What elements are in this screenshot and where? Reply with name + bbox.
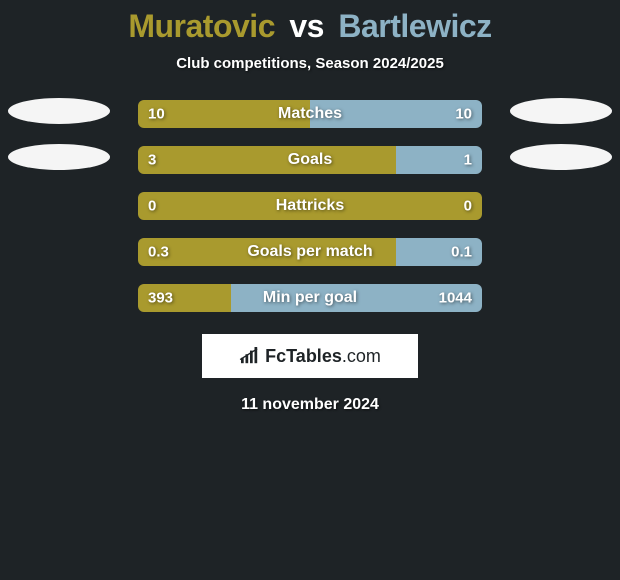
bar-segment-player1 [138,192,482,220]
stat-value-player1: 0.3 [148,244,169,261]
bar-segment-player1 [138,146,396,174]
brand-bold: FcTables [265,346,342,366]
stat-value-player2: 0.1 [451,244,472,261]
bars-icon [239,347,261,365]
page-title: Muratovic vs Bartlewicz [128,8,491,45]
stat-value-player1: 10 [148,106,165,123]
stat-bar: Min per goal3931044 [138,284,482,312]
player2-avatar-ellipse [510,144,612,170]
stat-row: Goals per match0.30.1 [0,238,620,266]
stat-row: Goals31 [0,146,620,174]
brand-logo: FcTables.com [202,334,418,378]
stat-value-player2: 1044 [439,290,472,307]
player2-name: Bartlewicz [338,8,491,44]
stat-value-player2: 1 [464,152,472,169]
brand-text: FcTables.com [265,346,381,367]
stat-value-player2: 10 [455,106,472,123]
stat-bar: Goals per match0.30.1 [138,238,482,266]
vs-text: vs [289,8,324,44]
player2-avatar-ellipse [510,98,612,124]
stat-row: Hattricks00 [0,192,620,220]
stat-row: Min per goal3931044 [0,284,620,312]
bar-segment-player1 [138,238,396,266]
brand-light: .com [342,346,381,366]
player1-avatar-ellipse [8,98,110,124]
stat-bar: Goals31 [138,146,482,174]
stat-row: Matches1010 [0,100,620,128]
player1-name: Muratovic [128,8,275,44]
stat-value-player1: 3 [148,152,156,169]
stat-bar: Hattricks00 [138,192,482,220]
subtitle: Club competitions, Season 2024/2025 [176,55,444,72]
date-text: 11 november 2024 [241,396,379,414]
stat-bar: Matches1010 [138,100,482,128]
stats-rows: Matches1010Goals31Hattricks00Goals per m… [0,100,620,312]
stat-value-player1: 393 [148,290,173,307]
comparison-infographic: Muratovic vs Bartlewicz Club competition… [0,0,620,414]
player1-avatar-ellipse [8,144,110,170]
stat-value-player2: 0 [464,198,472,215]
stat-value-player1: 0 [148,198,156,215]
